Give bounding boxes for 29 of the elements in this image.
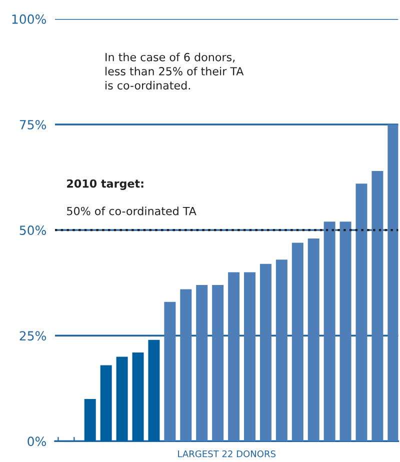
bar bbox=[372, 170, 384, 442]
bar bbox=[196, 284, 208, 442]
bar bbox=[292, 242, 304, 442]
bar bbox=[260, 264, 272, 442]
y-tick-label: 0% bbox=[28, 436, 46, 446]
y-tick-label: 75% bbox=[20, 120, 46, 130]
y-tick-label: 50% bbox=[20, 226, 46, 236]
bar bbox=[132, 352, 144, 442]
bar bbox=[84, 398, 96, 442]
bar bbox=[276, 260, 288, 442]
annotation: 50% of co-ordinated TA bbox=[67, 206, 196, 216]
x-axis-title: LARGEST 22 DONORS bbox=[178, 450, 276, 458]
ref-line-label: 2010 target: bbox=[67, 179, 144, 190]
annotation: In the case of 6 donors, less than 25% of their TA is co-ordinated. bbox=[106, 52, 244, 90]
bar bbox=[164, 302, 176, 442]
bar bbox=[244, 272, 256, 442]
bar bbox=[180, 289, 192, 442]
y-tick-label: 25% bbox=[20, 331, 46, 341]
y-tick-label: 100% bbox=[12, 14, 46, 24]
bar bbox=[340, 222, 352, 442]
bar bbox=[212, 284, 224, 442]
bar bbox=[308, 238, 320, 442]
bar bbox=[356, 184, 368, 442]
bar bbox=[388, 124, 398, 442]
bar bbox=[228, 272, 240, 442]
bar bbox=[100, 365, 112, 442]
bar bbox=[116, 356, 128, 442]
bar bbox=[324, 222, 336, 442]
bar bbox=[148, 340, 160, 442]
